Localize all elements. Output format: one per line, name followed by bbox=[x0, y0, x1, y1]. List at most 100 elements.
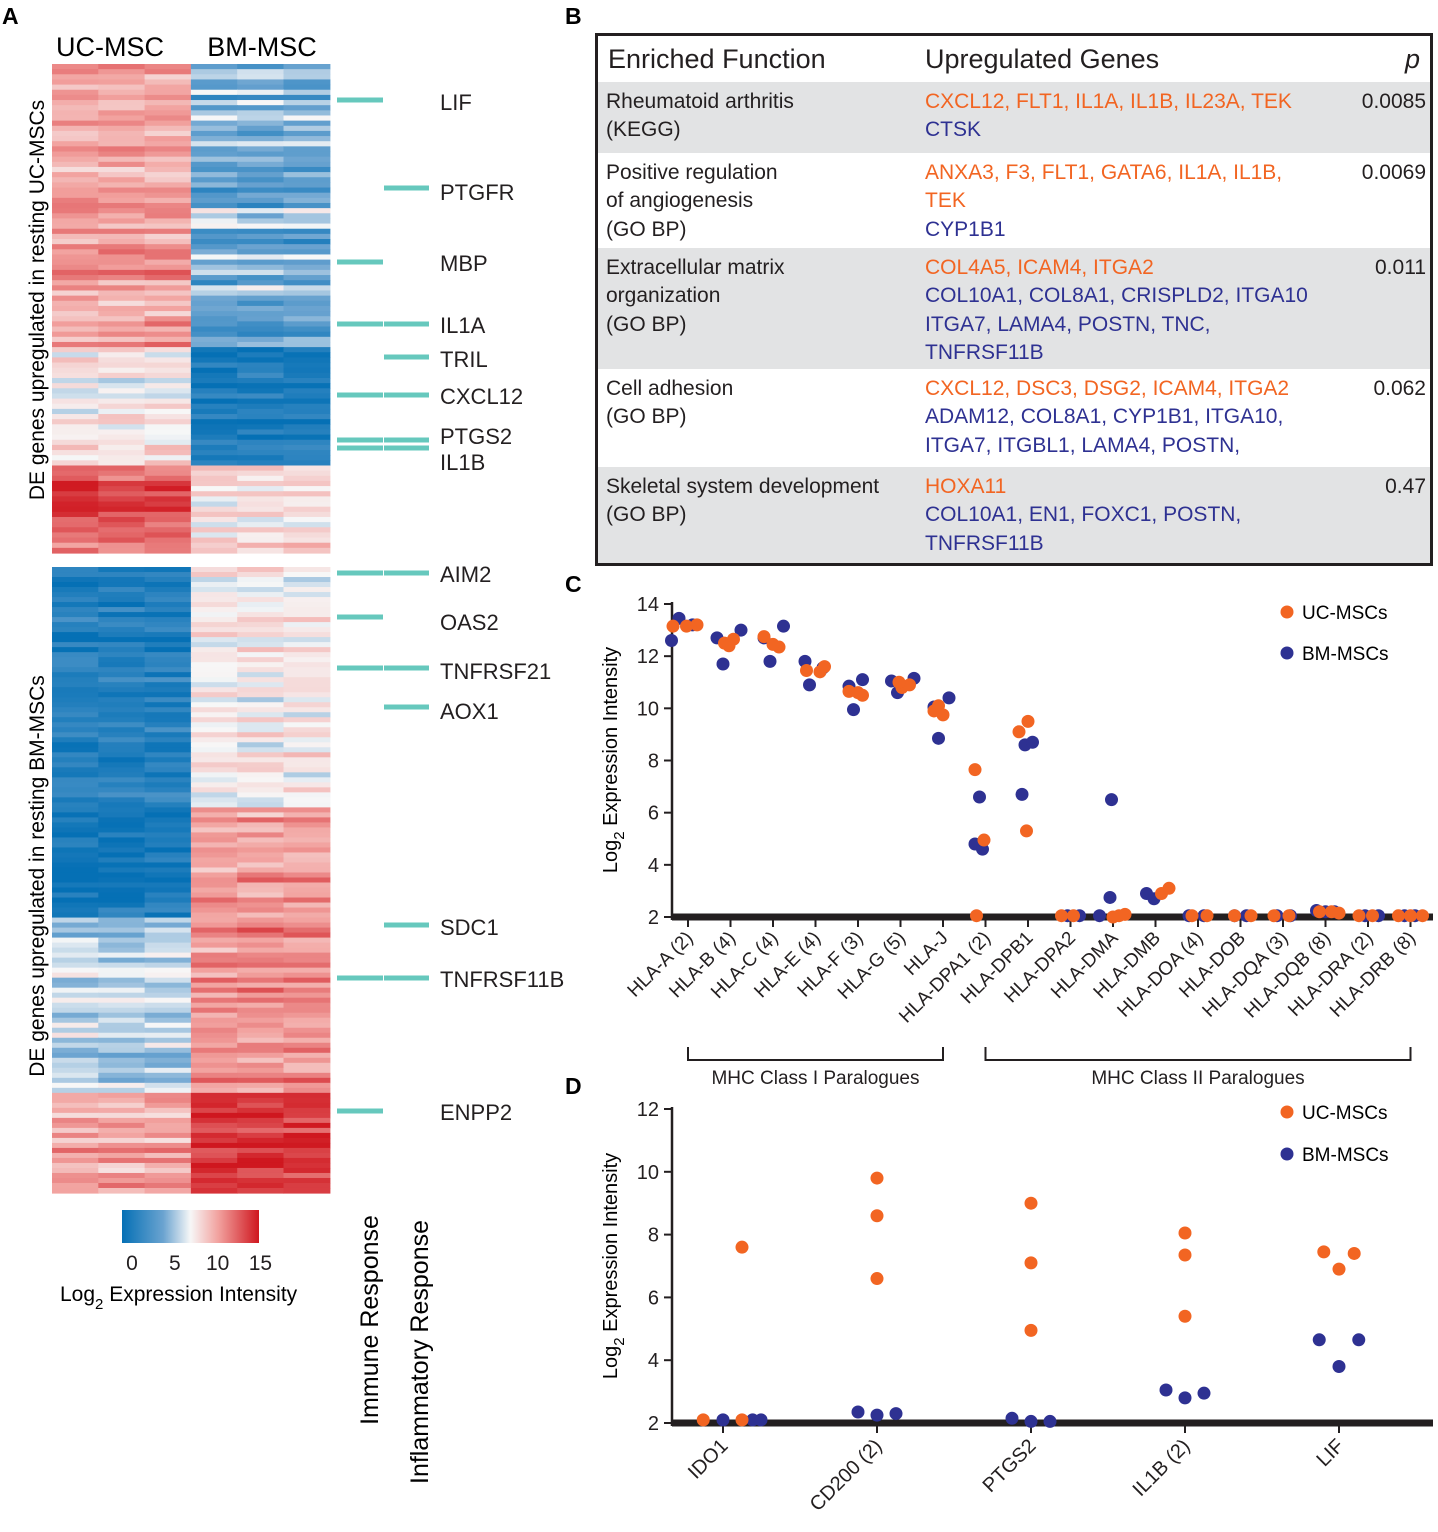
heatmap-cell bbox=[98, 336, 146, 343]
heatmap-cell bbox=[98, 1052, 146, 1059]
uc-msc-point bbox=[1267, 909, 1281, 923]
chart-d: Log2 Expression Intensity UC-MSCs BM-MSC… bbox=[600, 1099, 1433, 1516]
heatmap-cell bbox=[52, 997, 99, 1004]
heatmap-cell bbox=[144, 1027, 192, 1034]
heatmap-cell bbox=[237, 537, 285, 544]
heatmap-cell bbox=[144, 300, 192, 307]
heatmap-cell bbox=[144, 742, 192, 748]
heatmap-cell bbox=[52, 239, 99, 245]
heatmap-cell bbox=[283, 362, 331, 369]
heatmap-cell bbox=[144, 1082, 192, 1089]
heatmap-cell bbox=[144, 465, 192, 472]
heatmap-cell bbox=[283, 408, 331, 415]
heatmap-cell bbox=[98, 305, 146, 312]
heatmap-cell bbox=[144, 797, 192, 803]
heatmap-top bbox=[52, 64, 331, 554]
heatmap-cell bbox=[98, 362, 146, 369]
heatmap-cell bbox=[190, 1152, 238, 1159]
heatmap-cell bbox=[52, 1162, 99, 1169]
heatmap-cell bbox=[283, 787, 331, 793]
heatmap-cell bbox=[283, 285, 331, 292]
heatmap-cell bbox=[237, 747, 285, 753]
chart-d-legend-uc-marker bbox=[1280, 1105, 1294, 1119]
heatmap-cell bbox=[52, 987, 99, 994]
uc-msc-point bbox=[1067, 909, 1080, 923]
heatmap-cell bbox=[283, 577, 331, 583]
heatmap-cell bbox=[144, 542, 192, 549]
heatmap-cell bbox=[190, 403, 238, 410]
heatmap-cell bbox=[190, 1057, 238, 1064]
heatmap-cell bbox=[237, 782, 285, 788]
heatmap-cell bbox=[98, 352, 146, 358]
heatmap-cell bbox=[98, 192, 146, 199]
heatmap-cell bbox=[190, 311, 238, 317]
gene-tick-inflammatory bbox=[384, 704, 429, 710]
heatmap-cell bbox=[190, 567, 238, 573]
heatmap-cell bbox=[190, 997, 238, 1004]
heatmap-cell bbox=[144, 475, 192, 482]
heatmap-cell bbox=[283, 269, 331, 276]
heatmap-cell bbox=[237, 202, 285, 209]
heatmap-cell bbox=[144, 547, 192, 554]
heatmap-cell bbox=[52, 1107, 99, 1114]
heatmap-cell bbox=[144, 444, 192, 451]
heatmap-cell bbox=[98, 997, 146, 1004]
heatmap-cell bbox=[283, 470, 331, 477]
heatmap-cell bbox=[98, 982, 146, 989]
heatmap-cell bbox=[144, 1037, 192, 1044]
chart-d-legend-bm-label: BM-MSCs bbox=[1302, 1145, 1389, 1166]
heatmap-cell bbox=[98, 1162, 146, 1169]
heatmap-cell bbox=[283, 1172, 331, 1179]
heatmap-cell bbox=[237, 496, 285, 503]
heatmap-cell bbox=[283, 872, 331, 879]
heatmap-cell bbox=[237, 455, 285, 461]
heatmap-cell bbox=[190, 922, 238, 929]
heatmap-cell bbox=[98, 632, 146, 638]
heatmap-cell bbox=[52, 977, 99, 984]
heatmap-cell bbox=[98, 496, 146, 503]
heatmap-cell bbox=[98, 105, 146, 111]
function-line: (GO BP) bbox=[606, 503, 687, 527]
heatmap-cell bbox=[98, 1132, 146, 1139]
heatmap-cell bbox=[144, 577, 192, 583]
heatmap-cell bbox=[98, 244, 146, 250]
heatmap-cell bbox=[52, 64, 99, 70]
heatmap-cell bbox=[237, 285, 285, 292]
heatmap-cell bbox=[52, 632, 99, 638]
heatmap-cell bbox=[144, 233, 192, 240]
heatmap-cell bbox=[98, 341, 146, 348]
heatmap-cell bbox=[190, 967, 238, 974]
heatmap-cell bbox=[52, 372, 99, 379]
gene-tick-immune bbox=[337, 665, 383, 671]
heatmap-cell bbox=[52, 285, 99, 292]
heatmap-cell bbox=[237, 110, 285, 117]
heatmap-cell bbox=[52, 187, 99, 194]
heatmap-cell bbox=[52, 290, 99, 297]
heatmap-cell bbox=[98, 69, 146, 75]
heatmap-cell bbox=[52, 882, 99, 889]
uc-msc-point bbox=[1024, 1323, 1038, 1337]
heatmap-cell bbox=[98, 115, 146, 122]
heatmap-cell bbox=[237, 1157, 285, 1164]
uc-msc-point bbox=[1244, 909, 1258, 923]
heatmap-cell bbox=[52, 672, 99, 678]
heatmap-cell bbox=[98, 682, 146, 688]
heatmap-cell bbox=[144, 597, 192, 603]
function-line: Skeletal system development bbox=[606, 475, 880, 498]
heatmap-cell bbox=[190, 341, 238, 348]
heatmap-cell bbox=[190, 947, 238, 954]
heatmap-cell bbox=[190, 527, 238, 534]
heatmap-cell bbox=[52, 862, 99, 869]
heatmap-cell bbox=[237, 567, 285, 573]
heatmap-cell bbox=[283, 516, 331, 523]
heatmap-cell bbox=[237, 393, 285, 400]
heatmap-cell bbox=[283, 567, 331, 573]
heatmap-cell bbox=[52, 787, 99, 793]
heatmap-cell bbox=[52, 727, 99, 733]
heatmap-cell bbox=[144, 852, 192, 859]
heatmap-cell bbox=[237, 867, 285, 874]
heatmap-cell bbox=[237, 967, 285, 974]
heatmap-cell bbox=[283, 151, 331, 158]
heatmap-cell bbox=[190, 192, 238, 199]
y-tick-label: 12 bbox=[637, 1099, 659, 1121]
